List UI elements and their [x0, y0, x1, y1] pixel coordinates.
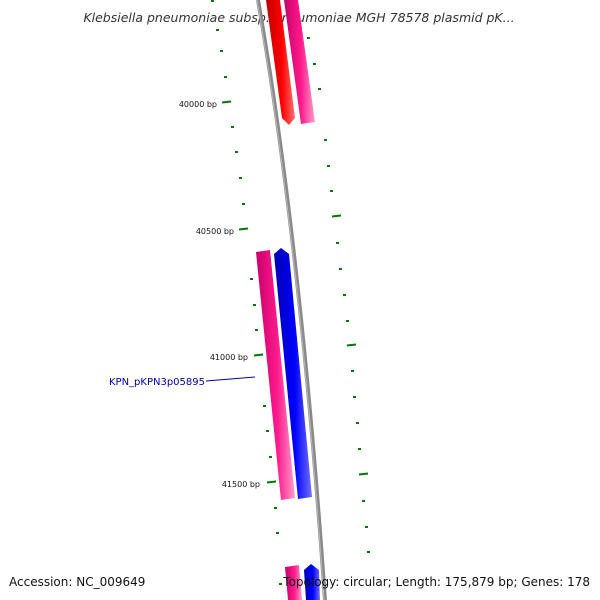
gene-pink-top[interactable]	[284, 0, 315, 124]
outer-dotted-guide	[307, 37, 370, 553]
tick-40500	[238, 227, 249, 231]
gene-callout-label[interactable]: KPN_pKPN3p05895	[109, 377, 205, 388]
tick-outer-2	[346, 343, 357, 347]
plasmid-backbone	[256, 0, 327, 600]
tick-label-41000: 41000 bp	[210, 353, 248, 362]
tick-label-41500: 41500 bp	[222, 480, 260, 489]
topology-summary: Topology: circular; Length: 175,879 bp; …	[282, 575, 590, 589]
tick-41500	[266, 480, 277, 484]
tick-outer-1	[331, 214, 342, 218]
tick-outer-3	[358, 472, 369, 476]
tick-40000	[221, 100, 232, 104]
tick-marks	[221, 100, 369, 484]
tick-label-40000: 40000 bp	[179, 100, 217, 109]
gene-red-top[interactable]	[266, 0, 295, 125]
tick-41000	[253, 353, 264, 357]
gene-blue-bottom[interactable]	[304, 564, 320, 600]
gene-blue-middle[interactable]	[274, 248, 312, 499]
gene-callout-line	[205, 376, 256, 382]
tick-label-40500: 40500 bp	[196, 227, 234, 236]
gene-pink-bottom[interactable]	[285, 565, 302, 600]
accession-label: Accession: NC_009649	[9, 575, 145, 589]
gene-pink-middle[interactable]	[256, 250, 295, 500]
plasmid-backbone-highlight	[256, 0, 325, 600]
inner-dotted-guide	[211, 0, 282, 585]
